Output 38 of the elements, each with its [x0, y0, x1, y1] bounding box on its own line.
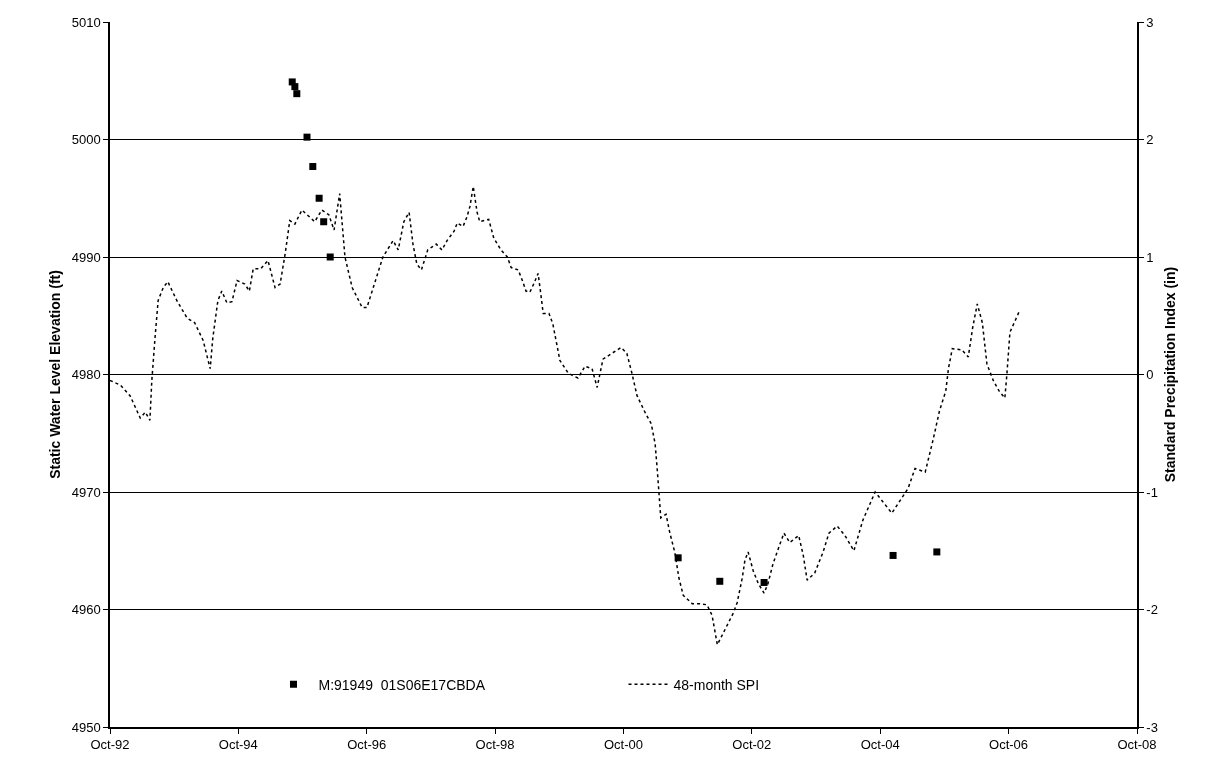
legend-label: 48-month SPI	[673, 676, 760, 693]
y-tick-label: 4970	[71, 484, 101, 500]
point	[760, 578, 768, 586]
x-tick-label: Oct-96	[347, 737, 387, 753]
point	[933, 548, 941, 556]
point	[320, 218, 328, 226]
y2-tick-label: 1	[1146, 249, 1154, 265]
y2-axis-title: Standard Precipitation Index (in)	[1161, 266, 1178, 483]
y-tick-label: 4990	[71, 249, 101, 265]
x-tick-label: Oct-00	[603, 737, 644, 753]
point	[326, 253, 334, 261]
legend-label: M:91949 01S06E17CBDA	[318, 676, 486, 693]
point	[303, 133, 311, 141]
y-tick-label: 4960	[71, 602, 101, 618]
y2-tick-label: 2	[1146, 132, 1154, 148]
y2-tick-label: 0	[1146, 367, 1154, 383]
y-tick-label: 4950	[71, 719, 101, 735]
point	[315, 194, 323, 202]
y-tick-label: 5010	[71, 14, 101, 30]
x-tick-label: Oct-08	[1117, 737, 1157, 753]
point	[889, 551, 897, 559]
x-tick-label: Oct-04	[860, 737, 900, 753]
point	[291, 83, 299, 91]
point	[293, 90, 301, 98]
y2-tick-label: -3	[1146, 719, 1158, 735]
x-tick-label: Oct-98	[475, 737, 515, 753]
x-tick-label: Oct-06	[989, 737, 1029, 753]
point	[716, 577, 724, 585]
y2-tick-label: -1	[1146, 484, 1158, 500]
y-tick-label: 5000	[71, 132, 101, 148]
point	[309, 163, 317, 171]
y2-tick-label: -2	[1146, 602, 1158, 618]
y-tick-label: 4980	[71, 367, 101, 383]
y2-tick-label: 3	[1146, 14, 1154, 30]
x-tick-label: Oct-02	[732, 737, 772, 753]
x-tick-label: Oct-92	[90, 737, 130, 753]
x-tick-label: Oct-94	[218, 737, 258, 753]
y-axis-title: Static Water Level Elevation (ft)	[46, 270, 63, 479]
